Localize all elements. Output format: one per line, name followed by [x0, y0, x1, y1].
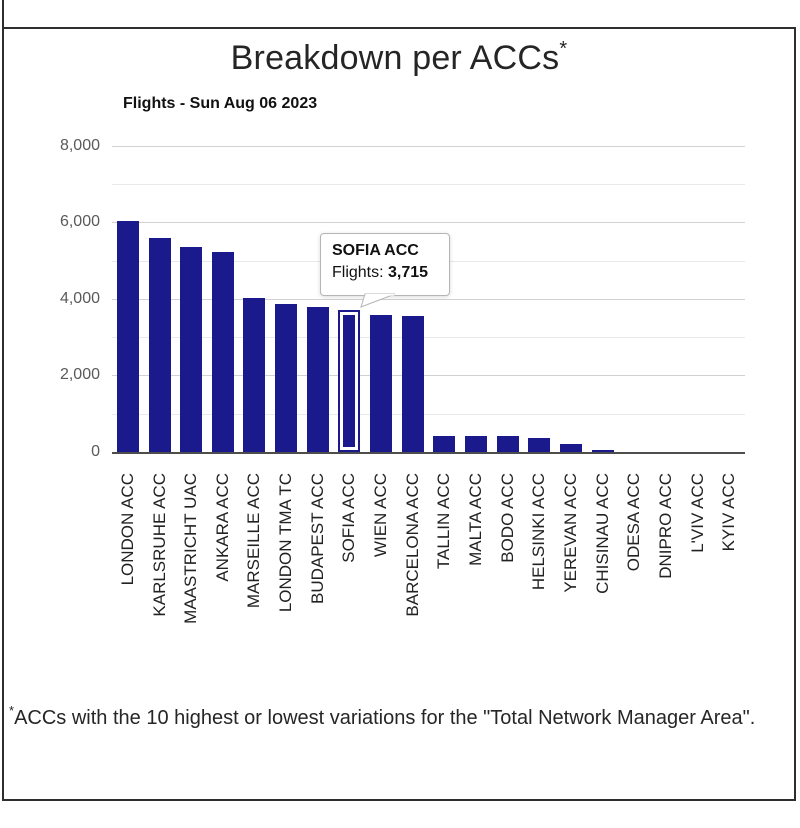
- bar-karlsruhe-acc[interactable]: [148, 238, 171, 452]
- bar-tallin-acc[interactable]: [433, 436, 456, 452]
- bar-bodo-acc[interactable]: [496, 436, 519, 452]
- x-axis-label-wien-acc: WIEN ACC: [371, 473, 390, 558]
- footnote-asterisk: *: [9, 703, 15, 719]
- x-axis-label-helsinki-acc: HELSINKI ACC: [529, 473, 549, 591]
- gridline-minor: [112, 413, 745, 415]
- outer-border-segment: [2, 0, 4, 27]
- y-axis-tick-label: 2,000: [59, 366, 100, 384]
- x-axis-label-marseille-acc: MARSEILLE ACC: [244, 473, 264, 609]
- x-axis-label-barcelona-acc: BARCELONA ACC: [402, 473, 422, 617]
- x-axis-label-sofia-acc: SOFIA ACC: [339, 473, 359, 563]
- bar-wien-acc[interactable]: [370, 315, 392, 452]
- gridline-major: [112, 145, 745, 147]
- bar-barcelona-acc[interactable]: [401, 316, 424, 452]
- x-axis-label-budapest-acc: BUDAPEST ACC: [307, 473, 327, 605]
- x-axis-label-l-viv-acc: L'VIV ACC: [687, 473, 707, 553]
- gridline-major: [112, 298, 745, 300]
- gridline-minor: [112, 183, 745, 185]
- x-axis-label-yerevan-acc: YEREVAN ACC: [560, 473, 580, 593]
- x-axis-label-london-acc: LONDON ACC: [117, 473, 137, 586]
- y-axis-tick-label: 8,000: [59, 136, 100, 154]
- bar-ankara-acc[interactable]: [211, 252, 234, 452]
- y-axis-tick-label: 6,000: [59, 213, 100, 231]
- bar-budapest-acc[interactable]: [306, 307, 329, 452]
- tooltip-pointer-icon: [360, 293, 396, 308]
- bar-malta-acc[interactable]: [465, 436, 487, 452]
- tooltip-title: SOFIA ACC: [332, 242, 419, 259]
- x-axis-label-bodo-acc: BODO ACC: [497, 473, 517, 563]
- x-axis-label-karlsruhe-acc: KARLSRUHE ACC: [149, 473, 169, 617]
- chart-card: Breakdown per ACCs* Flights - Sun Aug 06…: [2, 27, 796, 801]
- x-axis-label-kyiv-acc: KYIV ACC: [719, 473, 739, 552]
- bar-sofia-acc[interactable]: [338, 310, 361, 452]
- x-axis-label-ankara-acc: ANKARA ACC: [212, 473, 232, 582]
- x-axis-label-tallin-acc: TALLIN ACC: [434, 473, 454, 570]
- bar-yerevan-acc[interactable]: [559, 444, 582, 452]
- x-axis-label-odesa-acc: ODESA ACC: [624, 473, 644, 572]
- title-asterisk: *: [559, 37, 568, 60]
- footnote: *ACCs with the 10 highest or lowest vari…: [9, 701, 765, 736]
- gridline-minor: [112, 337, 745, 339]
- chart-subtitle: Flights - Sun Aug 06 2023: [123, 95, 318, 112]
- page-title: Breakdown per ACCs*: [4, 37, 794, 78]
- tooltip-value: 3,715: [388, 264, 429, 281]
- y-axis-tick-label: 0: [91, 443, 100, 460]
- gridline-major: [112, 375, 745, 377]
- bar-london-tma-tc[interactable]: [275, 304, 298, 452]
- bar-maastricht-uac[interactable]: [180, 247, 203, 452]
- tooltip: SOFIA ACC Flights: 3,715: [320, 233, 450, 308]
- x-axis-label-maastricht-uac: MAASTRICHT UAC: [181, 473, 201, 624]
- tooltip-metric-label: Flights:: [332, 264, 384, 281]
- x-axis-label-dnipro-acc: DNIPRO ACC: [655, 473, 675, 579]
- x-axis-label-chisinau-acc: CHISINAU ACC: [592, 473, 612, 594]
- y-axis-tick-label: 4,000: [59, 289, 100, 307]
- x-axis-line: [112, 452, 745, 454]
- page-title-text: Breakdown per ACCs: [230, 39, 560, 77]
- x-axis-label-london-tma-tc: LONDON TMA TC: [276, 473, 296, 613]
- bar-marseille-acc[interactable]: [243, 298, 266, 452]
- x-axis-label-malta-acc: MALTA ACC: [466, 473, 485, 566]
- bar-helsinki-acc[interactable]: [528, 438, 551, 452]
- tooltip-value-line: Flights: 3,715: [332, 264, 438, 282]
- footnote-text: ACCs with the 10 highest or lowest varia…: [14, 707, 756, 729]
- gridline-major: [112, 222, 745, 224]
- bar-london-acc[interactable]: [116, 221, 139, 452]
- bar-chisinau-acc[interactable]: [591, 450, 614, 452]
